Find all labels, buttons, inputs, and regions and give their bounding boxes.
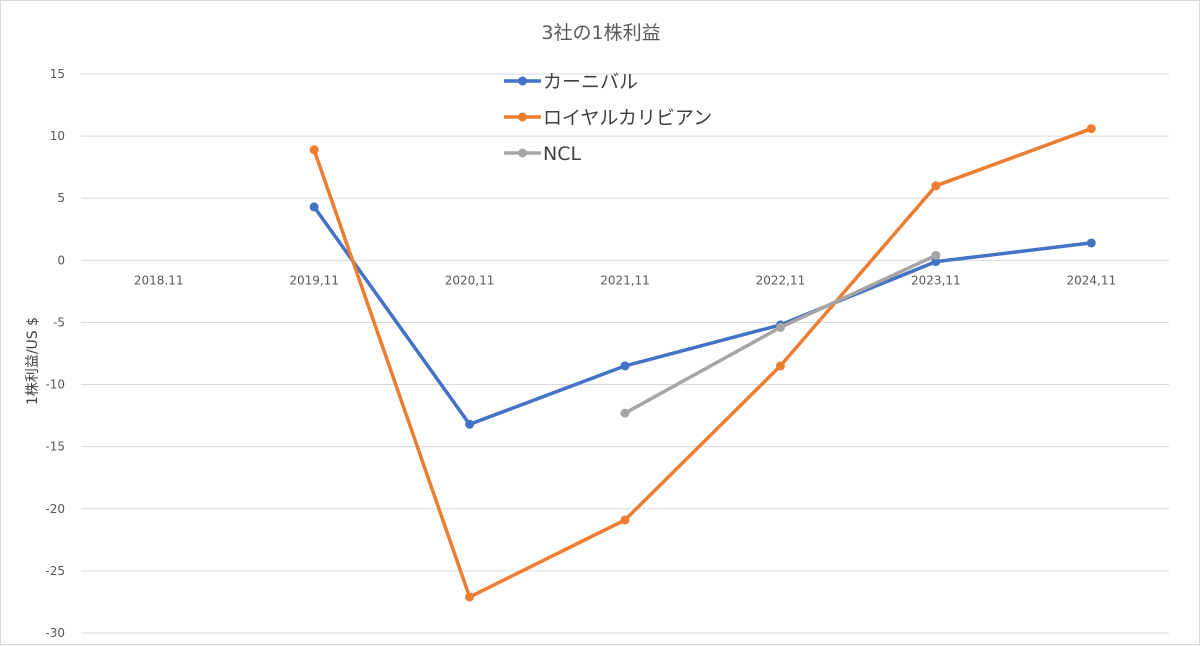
series-0 bbox=[309, 202, 1096, 429]
legend-marker bbox=[518, 76, 527, 86]
gridlines bbox=[81, 73, 1169, 634]
series-group bbox=[309, 124, 1096, 602]
y-tick-labels: 15 10 5 0 -5 -10 -15 -20 -25 -30 bbox=[45, 67, 65, 640]
legend-item: カーニバル bbox=[504, 71, 638, 93]
x-tick-label: 2021,11 bbox=[600, 273, 650, 287]
data-point bbox=[775, 361, 785, 371]
chart-title: 3社の1株利益 bbox=[541, 22, 660, 44]
data-point bbox=[465, 592, 475, 602]
series-2 bbox=[620, 250, 941, 418]
legend-marker bbox=[518, 148, 527, 158]
series-line bbox=[312, 126, 1094, 599]
data-point bbox=[309, 145, 319, 155]
legend-marker bbox=[518, 112, 527, 122]
legend-label: ロイヤルカリビアン bbox=[543, 107, 712, 129]
y-tick-label: -10 bbox=[45, 378, 65, 392]
y-tick-label: -20 bbox=[45, 502, 65, 516]
y-tick-label: 5 bbox=[57, 191, 65, 205]
data-point bbox=[931, 250, 941, 260]
legend-item: ロイヤルカリビアン bbox=[504, 107, 712, 129]
legend-item: NCL bbox=[504, 143, 581, 165]
x-tick-label: 2019,11 bbox=[289, 273, 339, 287]
data-point bbox=[620, 361, 630, 371]
y-tick-label: 10 bbox=[50, 129, 65, 143]
y-tick-label: -30 bbox=[45, 626, 65, 640]
legend-label: カーニバル bbox=[543, 71, 638, 93]
data-point bbox=[620, 408, 630, 418]
y-tick-label: 0 bbox=[57, 253, 65, 267]
series-line bbox=[312, 205, 1094, 427]
y-tick-label: 15 bbox=[50, 67, 65, 81]
x-tick-label: 2020,11 bbox=[445, 273, 495, 287]
data-point bbox=[775, 322, 785, 332]
y-axis-label: 1株利益/US $ bbox=[25, 317, 41, 405]
series-1 bbox=[309, 124, 1096, 602]
x-tick-label: 2022,11 bbox=[756, 273, 806, 287]
x-tick-labels: 2018.11 2019,11 2020,11 2021,11 2022,11 2023,… bbox=[134, 273, 1116, 287]
x-tick-label: 2024,11 bbox=[1066, 273, 1116, 287]
data-point bbox=[465, 419, 475, 429]
legend-label: NCL bbox=[543, 143, 581, 165]
data-point bbox=[931, 257, 941, 267]
x-tick-label: 2023,11 bbox=[911, 273, 961, 287]
y-tick-label: -25 bbox=[45, 564, 65, 578]
data-point bbox=[1086, 124, 1096, 134]
y-tick-label: -15 bbox=[45, 440, 65, 454]
y-tick-label: -5 bbox=[53, 315, 65, 329]
x-tick-label: 2018.11 bbox=[134, 273, 184, 287]
data-point bbox=[931, 181, 941, 191]
data-point bbox=[1086, 238, 1096, 248]
data-point bbox=[620, 515, 630, 525]
data-point bbox=[309, 202, 319, 212]
